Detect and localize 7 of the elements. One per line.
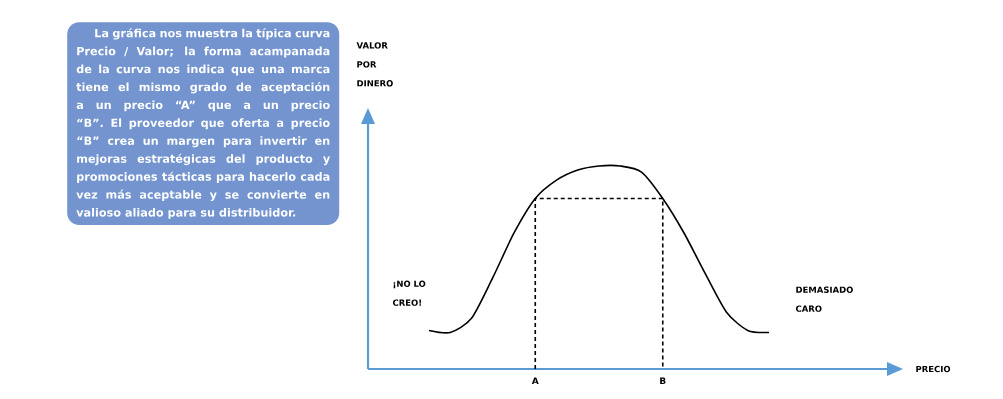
x-tick-label: A [531,377,539,385]
text: VALOR POR DINERO [356,42,393,87]
text: ¡NO LO CREO! [392,280,426,306]
text: DEMASIADO CARO [795,286,853,312]
text: PRECIO [916,365,951,373]
text: La gráfica nos muestra la típica curva Precio / Valor; la forma acampanada de la curva nos indica que una marca tiene el mismo grado de aceptación a un precio “A” que a un precio “B”. El proveedor que oferta a precio “B” crea un margen para invertir en mejoras estratégicas del producto y promociones tácticas para hacerlo cada vez más aceptable y se convierte en valioso aliado para su distribuidor. [76,28,330,219]
x-tick-label: B [660,377,666,385]
